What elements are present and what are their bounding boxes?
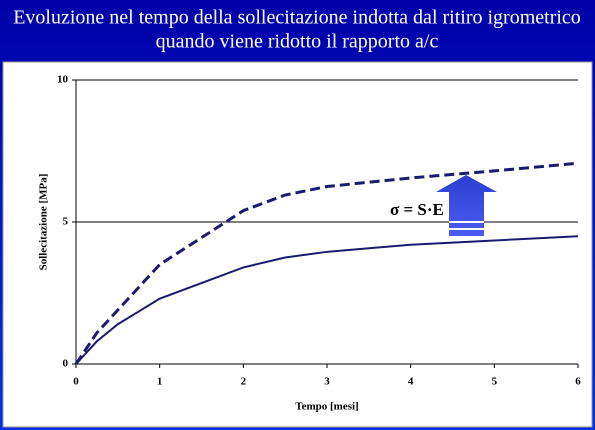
x-axis-label: Tempo [mesi] [295, 401, 358, 413]
x-tick-label: 6 [575, 376, 581, 388]
arrow-icon [436, 175, 497, 236]
x-tick-label: 5 [492, 376, 498, 388]
x-tick-label: 4 [408, 376, 414, 388]
y-axis-label: Sollecitazione [MPa] [38, 174, 50, 271]
x-tick-label: 3 [324, 376, 330, 388]
chart-panel [2, 61, 593, 428]
data-line [75, 235, 579, 365]
slide-title: quando viene ridotto il rapporto a/c [156, 31, 439, 53]
plot: 0 5 10 0 1 2 3 4 5 6 Tempo [mesi] Sollecitazione [M… [38, 74, 582, 413]
x-tick-label: 0 [73, 376, 79, 388]
y-tick-label: 0 [63, 358, 69, 370]
x-tick-label: 1 [157, 376, 163, 388]
annotation: σ = S·E [390, 200, 444, 219]
y-tick-label: 5 [63, 216, 69, 228]
y-tick-label: 10 [57, 74, 69, 86]
x-tick-label: 2 [241, 376, 247, 388]
slide-title: Evoluzione nel tempo della sollecitazion… [13, 7, 581, 29]
data-line [74, 161, 579, 365]
